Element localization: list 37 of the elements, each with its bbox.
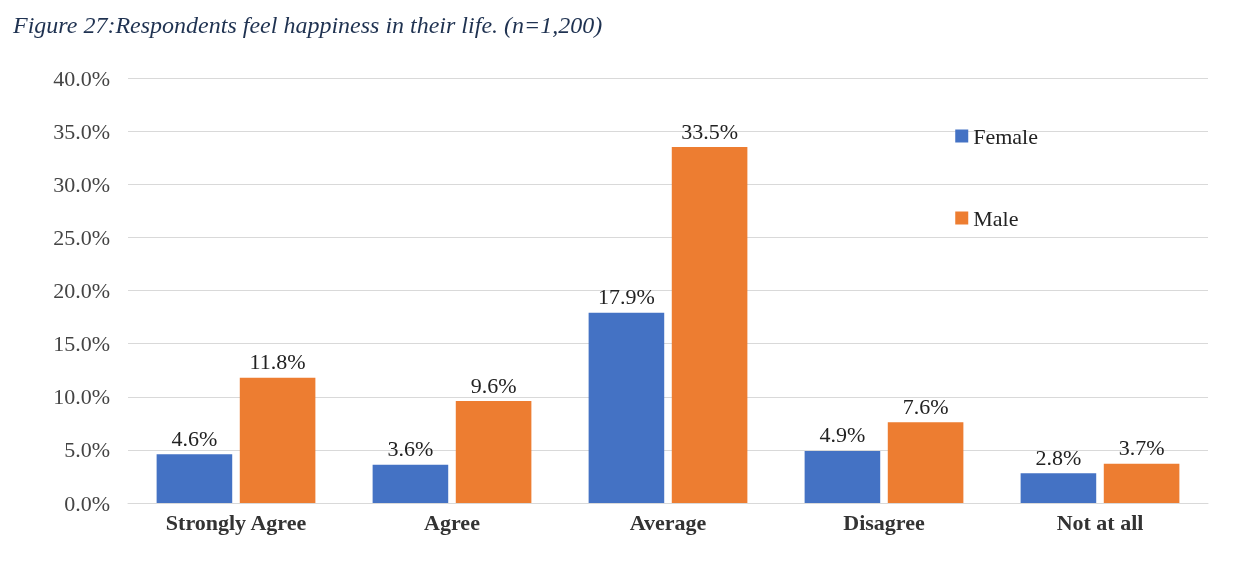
bar (156, 454, 233, 503)
y-tick-label: 15.0% (53, 331, 110, 357)
x-tick-label: Average (629, 509, 707, 535)
data-label: 4.9% (819, 422, 866, 448)
legend-label: Female (973, 123, 1039, 149)
bar (887, 422, 964, 503)
y-tick-label: 0.0% (64, 490, 110, 516)
bar (1020, 473, 1097, 503)
data-label: 4.6% (171, 425, 218, 451)
data-label: 3.6% (387, 436, 434, 462)
y-tick-label: 35.0% (53, 118, 110, 144)
legend-label: Male (973, 205, 1019, 231)
data-label: 3.7% (1118, 435, 1165, 461)
bar (1103, 463, 1180, 503)
y-tick-label: 10.0% (53, 384, 110, 410)
x-tick-label: Strongly Agree (165, 509, 307, 535)
data-label: 33.5% (681, 118, 738, 144)
y-tick-label: 20.0% (53, 278, 110, 303)
y-tick-label: 30.0% (53, 171, 110, 197)
bar (455, 401, 532, 503)
data-label: 2.8% (1035, 444, 1082, 470)
y-tick-label: 5.0% (64, 437, 110, 463)
bar (671, 147, 748, 503)
data-label: 9.6% (470, 372, 517, 398)
y-tick-label: 25.0% (53, 224, 110, 250)
chart-title: Figure 27:Respondents feel happiness in their life. (n=1,200) (12, 12, 603, 38)
data-label: 11.8% (249, 349, 306, 375)
x-tick-label: Not at all (1056, 509, 1144, 535)
y-tick-label: 40.0% (53, 65, 110, 91)
bar (372, 464, 449, 503)
x-tick-label: Disagree (843, 509, 925, 535)
bar (239, 377, 316, 503)
data-label: 17.9% (598, 284, 655, 310)
data-label: 7.6% (902, 393, 949, 419)
bar (588, 312, 665, 503)
x-tick-label: Agree (424, 509, 481, 535)
bar (804, 450, 881, 503)
